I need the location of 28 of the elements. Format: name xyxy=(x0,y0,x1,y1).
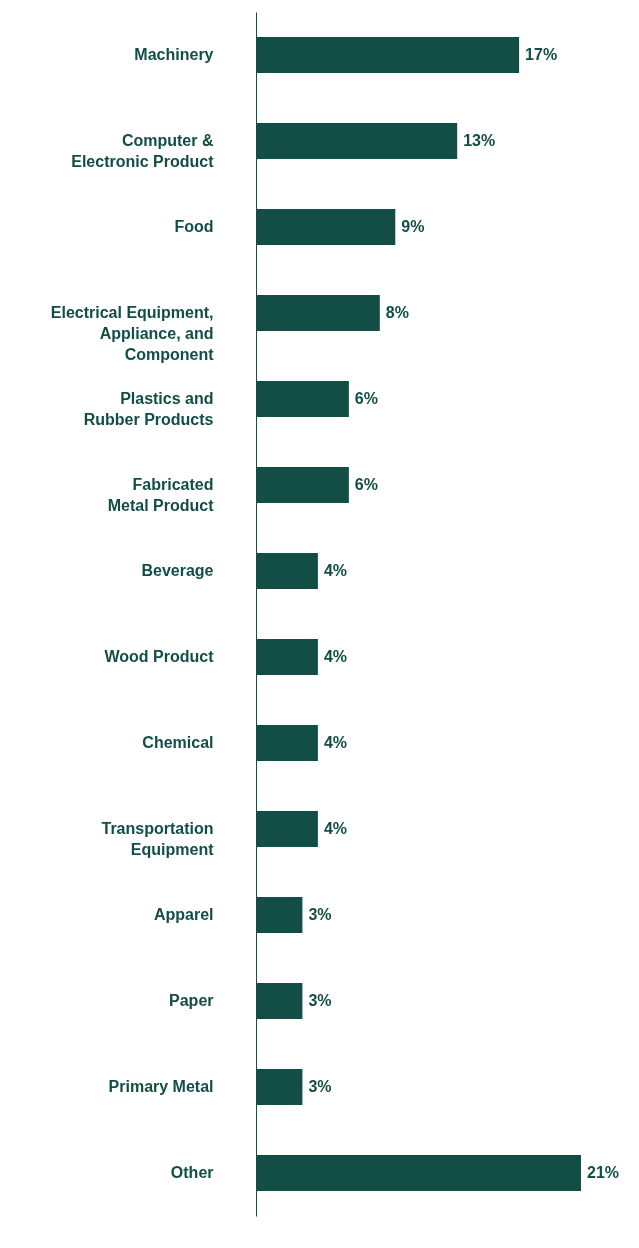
data-label: 9% xyxy=(401,218,425,235)
y-tick-label: Chemical xyxy=(142,734,214,751)
y-tick-label: Computer & Electronic Product xyxy=(71,132,215,170)
y-tick-label: Paper xyxy=(169,992,214,1009)
data-label: 21% xyxy=(587,1164,620,1181)
data-label: 8% xyxy=(385,304,409,321)
data-label: 3% xyxy=(308,906,332,923)
y-tick-label: Primary Metal xyxy=(108,1078,214,1095)
y-tick-label: Electrical Equipment, Appliance, and Component xyxy=(50,304,215,363)
data-label: 13% xyxy=(463,132,496,149)
data-label: 6% xyxy=(354,476,378,493)
y-tick-label: Machinery xyxy=(134,46,214,63)
data-label: 4% xyxy=(323,820,348,837)
data-label: 3% xyxy=(308,1078,332,1095)
y-tick-label: Fabricated Metal Product xyxy=(107,476,215,514)
data-label: 4% xyxy=(323,562,348,579)
data-label: 4% xyxy=(323,734,348,751)
data-label: 6% xyxy=(354,390,378,407)
y-tick-label: Apparel xyxy=(153,906,214,923)
data-label: 17% xyxy=(525,46,558,63)
y-tick-label: Plastics and Rubber Products xyxy=(83,390,214,428)
y-tick-label: Wood Product xyxy=(104,648,215,665)
data-label: 4% xyxy=(323,648,348,665)
y-tick-label: Other xyxy=(170,1164,214,1181)
y-tick-label: Beverage xyxy=(141,562,214,579)
y-tick-label: Food xyxy=(174,218,214,235)
y-tick-label: Transportation Equipment xyxy=(101,820,215,858)
data-label: 3% xyxy=(308,992,332,1009)
